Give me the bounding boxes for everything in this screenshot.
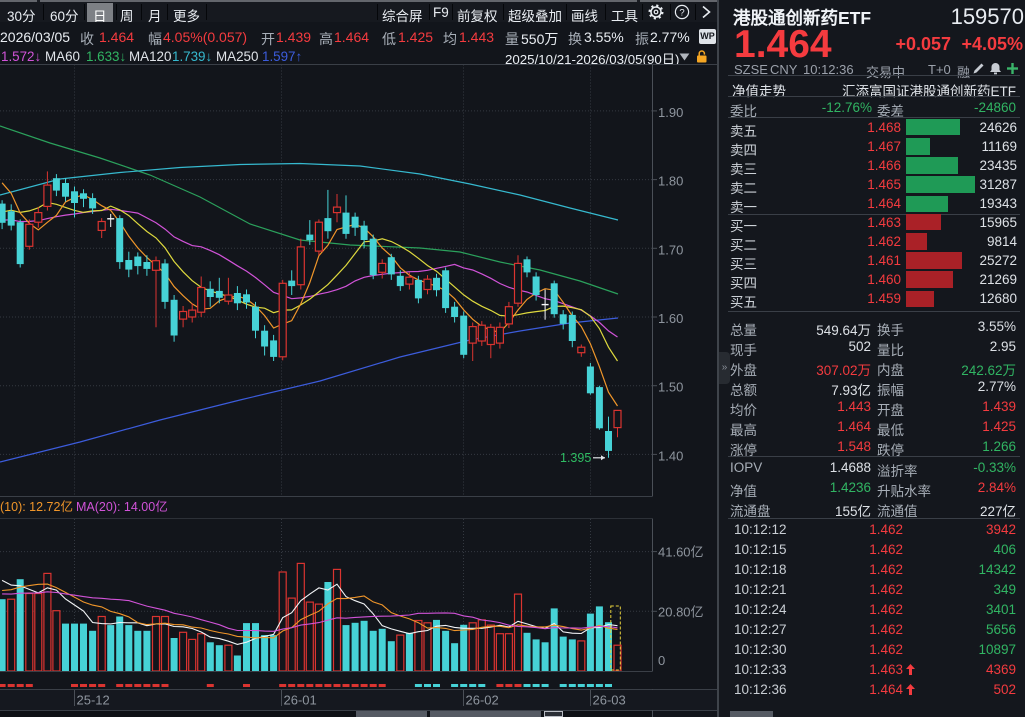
- svg-text:MA(20): 14.00亿: MA(20): 14.00亿: [76, 499, 168, 514]
- svg-text:0: 0: [658, 653, 665, 668]
- svg-text:1.395: 1.395: [560, 451, 591, 465]
- svg-text:1.90: 1.90: [658, 105, 683, 120]
- svg-text:1.70: 1.70: [658, 242, 683, 257]
- svg-text:20.80亿: 20.80亿: [658, 604, 704, 619]
- svg-text:26-01: 26-01: [284, 693, 317, 708]
- svg-text:25-12: 25-12: [77, 693, 110, 708]
- svg-text:41.60亿: 41.60亿: [658, 545, 704, 560]
- svg-text:(10): 12.72亿: (10): 12.72亿: [0, 499, 73, 514]
- svg-text:1.40: 1.40: [658, 448, 683, 463]
- svg-text:26-03: 26-03: [593, 693, 626, 708]
- svg-text:1.80: 1.80: [658, 174, 683, 189]
- svg-text:26-02: 26-02: [466, 693, 499, 708]
- svg-text:1.60: 1.60: [658, 311, 683, 326]
- svg-text:1.50: 1.50: [658, 380, 683, 395]
- svg-text:?: ?: [679, 8, 684, 19]
